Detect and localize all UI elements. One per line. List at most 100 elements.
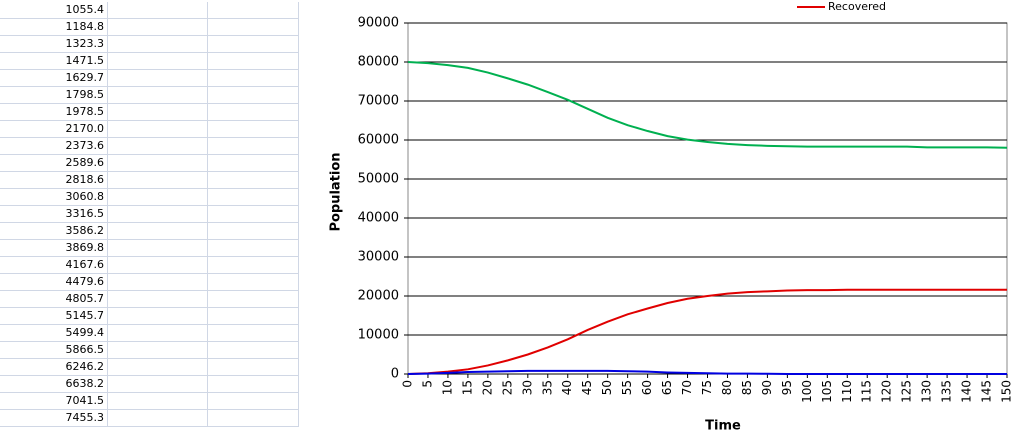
cell[interactable]	[108, 2, 208, 19]
cell[interactable]	[108, 19, 208, 36]
cell[interactable]: 4805.7	[0, 291, 108, 308]
cell[interactable]	[208, 189, 299, 206]
cell[interactable]: 1629.7	[0, 70, 108, 87]
x-tick-label: 55	[620, 380, 634, 395]
cell[interactable]	[208, 393, 299, 410]
x-tick-label: 75	[700, 380, 714, 395]
cell[interactable]	[208, 87, 299, 104]
cell[interactable]	[108, 155, 208, 172]
cell[interactable]	[208, 155, 299, 172]
cell[interactable]	[208, 70, 299, 87]
cell[interactable]: 7041.5	[0, 393, 108, 410]
cell[interactable]	[208, 121, 299, 138]
cell[interactable]	[108, 291, 208, 308]
x-tick-label: 85	[740, 380, 754, 395]
x-tick-label: 0	[401, 380, 415, 388]
cell[interactable]	[208, 308, 299, 325]
cell[interactable]	[108, 189, 208, 206]
cell[interactable]: 6638.2	[0, 376, 108, 393]
cell[interactable]	[208, 138, 299, 155]
cell[interactable]	[108, 359, 208, 376]
cell[interactable]: 1471.5	[0, 53, 108, 70]
cell[interactable]: 5145.7	[0, 308, 108, 325]
y-tick-label: 50000	[358, 172, 399, 187]
cell[interactable]	[208, 376, 299, 393]
x-tick-label: 45	[580, 380, 594, 395]
cell[interactable]	[108, 274, 208, 291]
cell[interactable]: 6246.2	[0, 359, 108, 376]
x-tick-label: 30	[520, 380, 534, 395]
cell[interactable]	[108, 410, 208, 427]
cell[interactable]	[208, 291, 299, 308]
cell[interactable]	[108, 138, 208, 155]
cell[interactable]	[108, 325, 208, 342]
y-axis-title: Population	[329, 152, 344, 231]
x-tick-label: 20	[480, 380, 494, 395]
cell[interactable]: 1978.5	[0, 104, 108, 121]
cell[interactable]: 1055.4	[0, 2, 108, 19]
cell[interactable]	[208, 325, 299, 342]
cell[interactable]	[208, 53, 299, 70]
cell[interactable]	[208, 36, 299, 53]
cell[interactable]	[208, 274, 299, 291]
cell[interactable]: 2589.6	[0, 155, 108, 172]
x-tick-label: 135	[940, 380, 954, 403]
cell[interactable]	[108, 393, 208, 410]
cell[interactable]: 3586.2	[0, 223, 108, 240]
cell[interactable]	[108, 172, 208, 189]
cell[interactable]: 4479.6	[0, 274, 108, 291]
cell[interactable]	[108, 240, 208, 257]
x-tick-label: 65	[660, 380, 674, 395]
cell[interactable]: 1184.8	[0, 19, 108, 36]
x-tick-label: 100	[800, 380, 814, 403]
cell[interactable]: 7455.3	[0, 410, 108, 427]
x-tick-label: 105	[820, 380, 834, 403]
series-line	[407, 369, 1007, 375]
x-tick-label: 115	[860, 380, 874, 403]
cell[interactable]: 2818.6	[0, 172, 108, 189]
x-tick-label: 120	[880, 380, 894, 403]
cell[interactable]	[208, 19, 299, 36]
cell[interactable]	[208, 240, 299, 257]
cell[interactable]: 3060.8	[0, 189, 108, 206]
cell[interactable]	[208, 104, 299, 121]
x-tick-label: 35	[540, 380, 554, 395]
cell[interactable]: 3869.8	[0, 240, 108, 257]
x-tick-label: 40	[560, 380, 574, 395]
x-tick-label: 95	[780, 380, 794, 395]
y-tick-label: 10000	[358, 328, 399, 343]
cell[interactable]	[108, 206, 208, 223]
cell[interactable]	[108, 53, 208, 70]
cell[interactable]	[208, 359, 299, 376]
x-tick-label: 145	[980, 380, 994, 403]
cell[interactable]	[108, 121, 208, 138]
x-tick-label: 125	[900, 380, 914, 403]
cell[interactable]	[108, 376, 208, 393]
cell[interactable]: 3316.5	[0, 206, 108, 223]
cell[interactable]: 1798.5	[0, 87, 108, 104]
cell[interactable]: 5866.5	[0, 342, 108, 359]
cell[interactable]: 2170.0	[0, 121, 108, 138]
cell[interactable]	[208, 172, 299, 189]
cell[interactable]	[108, 223, 208, 240]
cell[interactable]	[208, 257, 299, 274]
cell[interactable]	[108, 342, 208, 359]
cell[interactable]	[208, 223, 299, 240]
cell[interactable]	[108, 257, 208, 274]
cell[interactable]	[208, 2, 299, 19]
cell[interactable]	[208, 410, 299, 427]
cell[interactable]	[108, 36, 208, 53]
cell[interactable]: 1323.3	[0, 36, 108, 53]
cell[interactable]	[108, 87, 208, 104]
y-tick-label: 90000	[358, 16, 399, 31]
cell[interactable]	[108, 70, 208, 87]
x-tick-label: 10	[440, 380, 454, 395]
cell[interactable]: 4167.6	[0, 257, 108, 274]
cell[interactable]	[208, 206, 299, 223]
cell[interactable]: 2373.6	[0, 138, 108, 155]
cell[interactable]	[108, 308, 208, 325]
cell[interactable]	[108, 104, 208, 121]
cell[interactable]: 5499.4	[0, 325, 108, 342]
legend-label: Recovered	[828, 0, 886, 13]
cell[interactable]	[208, 342, 299, 359]
